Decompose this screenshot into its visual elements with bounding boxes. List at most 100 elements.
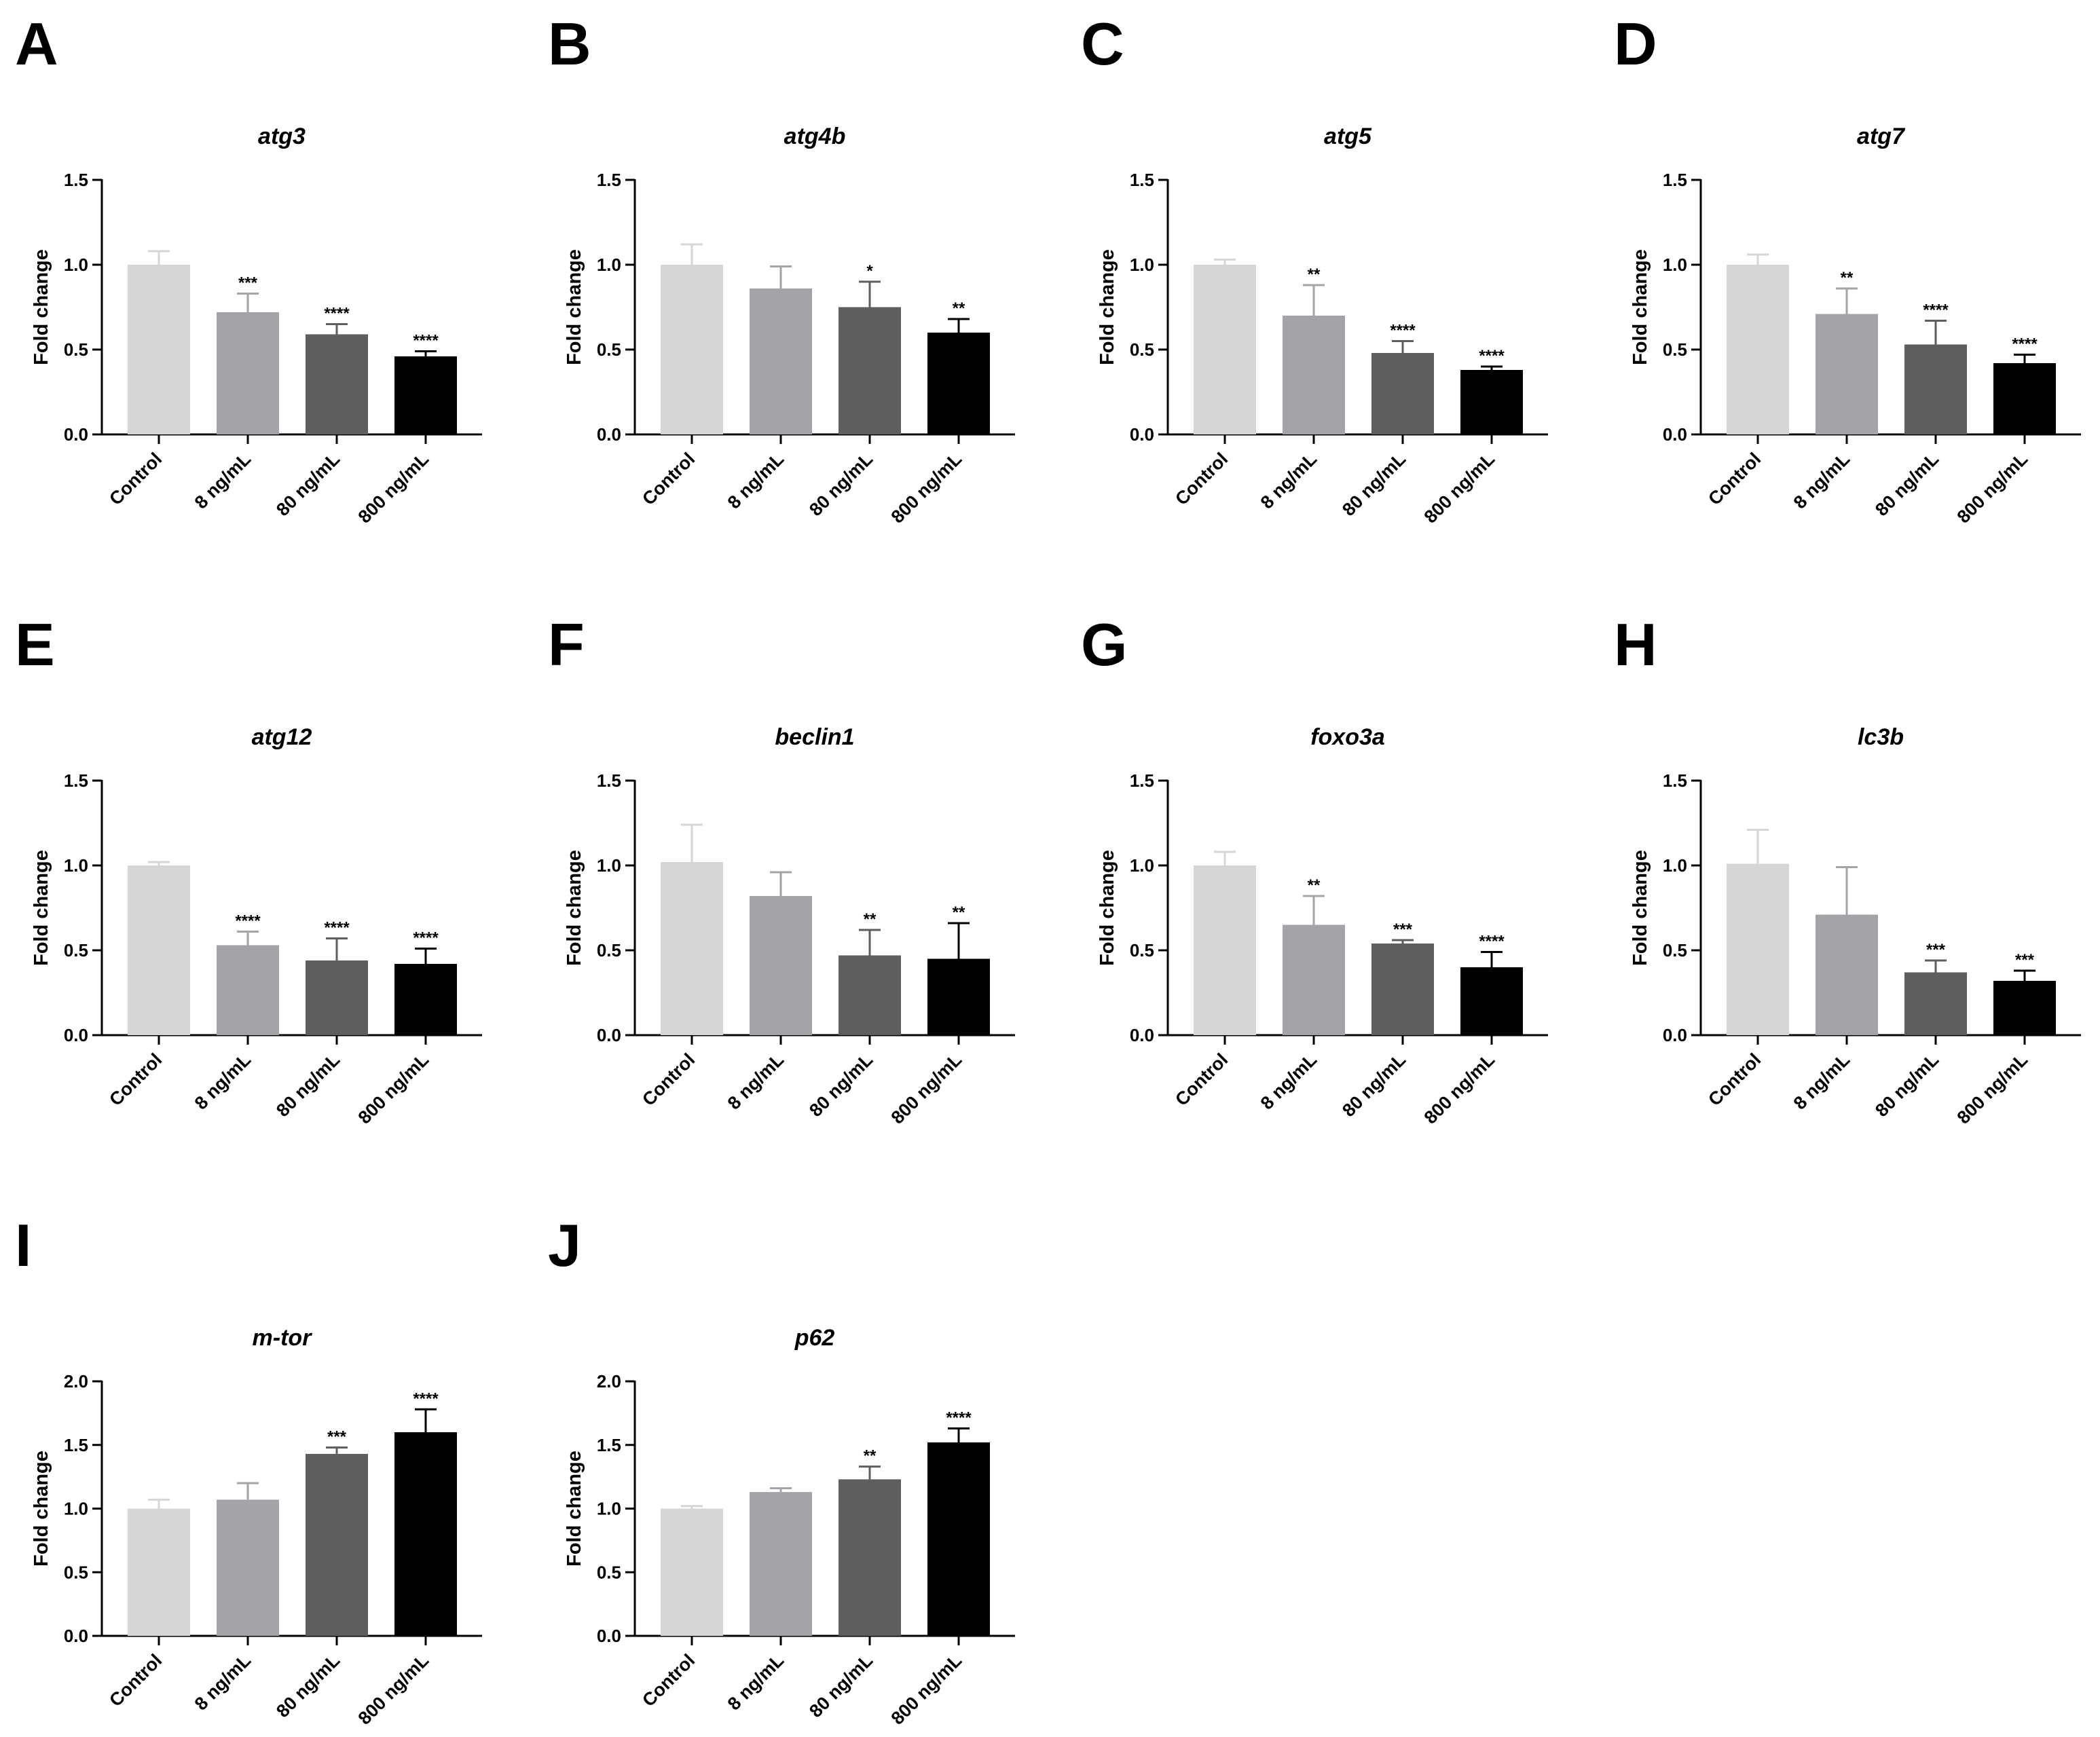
chart-title: lc3b <box>1858 724 1904 750</box>
y-axis-label: Fold change <box>1629 850 1651 966</box>
bar-c-1 <box>1194 265 1256 434</box>
y-tick-label: 1.0 <box>1130 255 1154 275</box>
x-tick-label: 800 ng/mL <box>887 1650 966 1729</box>
x-tick-label: 8 ng/mL <box>724 449 788 512</box>
bar-f-4 <box>927 958 990 1035</box>
y-axis-label: Fold change <box>1629 249 1651 365</box>
bar-i-4 <box>394 1432 457 1636</box>
panel-letter: A <box>15 10 58 77</box>
bar-h-3 <box>1904 972 1967 1035</box>
panel-letter: I <box>15 1212 31 1279</box>
chart-title: atg5 <box>1324 124 1372 149</box>
x-tick-label: 8 ng/mL <box>191 1049 255 1113</box>
x-tick-label: 80 ng/mL <box>272 1049 344 1121</box>
significance-label: **** <box>946 1408 972 1427</box>
significance-label: ** <box>1841 269 1854 287</box>
significance-label: ** <box>864 1447 877 1465</box>
significance-label: **** <box>235 912 261 931</box>
chart-title: atg3 <box>258 124 306 149</box>
bar-i-1 <box>128 1508 190 1636</box>
significance-label: *** <box>1393 920 1413 939</box>
x-tick-label: 800 ng/mL <box>1420 1049 1499 1128</box>
y-axis-label: Fold change <box>31 850 52 966</box>
bar-i-2 <box>217 1499 279 1636</box>
y-tick-label: 0.5 <box>1663 940 1687 960</box>
bar-i-3 <box>306 1453 368 1636</box>
significance-label: **** <box>1923 301 1949 320</box>
y-tick-label: 1.0 <box>64 1499 88 1519</box>
significance-label: ** <box>1308 876 1321 895</box>
significance-label: **** <box>413 929 439 948</box>
y-axis-label: Fold change <box>31 1451 52 1567</box>
significance-label: *** <box>1926 941 1946 959</box>
y-tick-label: 0.0 <box>1130 1025 1154 1045</box>
y-tick-label: 1.0 <box>597 1499 621 1519</box>
bar-d-3 <box>1904 344 1967 434</box>
y-tick-label: 1.5 <box>64 170 88 190</box>
x-tick-label: 8 ng/mL <box>724 1049 788 1113</box>
panel-letter: F <box>548 611 585 678</box>
chart-title: m-tor <box>253 1325 313 1351</box>
bar-d-1 <box>1727 265 1789 434</box>
chart-title: beclin1 <box>775 724 854 750</box>
bar-a-1 <box>128 265 190 434</box>
bar-j-4 <box>927 1442 990 1636</box>
chart-title: atg7 <box>1857 124 1906 149</box>
y-tick-label: 1.0 <box>1663 855 1687 876</box>
x-tick-label: Control <box>638 1650 699 1711</box>
y-tick-label: 1.5 <box>64 770 88 791</box>
y-tick-label: 0.5 <box>64 1562 88 1582</box>
y-tick-label: 1.5 <box>1663 170 1687 190</box>
bar-j-3 <box>839 1479 901 1636</box>
y-tick-label: 0.0 <box>597 1626 621 1646</box>
y-tick-label: 1.0 <box>64 255 88 275</box>
significance-label: ** <box>953 903 965 922</box>
y-tick-label: 0.0 <box>597 1025 621 1045</box>
y-tick-label: 1.0 <box>1663 255 1687 275</box>
significance-label: ** <box>1308 265 1321 284</box>
x-tick-label: 800 ng/mL <box>1953 449 2032 527</box>
chart-title: p62 <box>794 1325 835 1351</box>
bar-j-1 <box>661 1508 723 1636</box>
x-tick-label: Control <box>105 1650 166 1711</box>
chart-panel-i: Im-tor Fold change 0.0 0.5 1.0 1.5 2.0 Control 8… <box>15 1212 482 1729</box>
y-axis-label: Fold change <box>564 850 585 966</box>
bar-g-3 <box>1371 944 1434 1035</box>
y-tick-label: 1.5 <box>597 170 621 190</box>
bar-e-3 <box>306 960 368 1035</box>
y-axis-label: Fold change <box>1097 850 1118 966</box>
significance-label: *** <box>327 1428 347 1446</box>
y-tick-label: 0.5 <box>64 940 88 960</box>
panel-letter: H <box>1614 611 1657 678</box>
x-tick-label: 800 ng/mL <box>1953 1049 2032 1128</box>
panel-letter: J <box>548 1212 581 1279</box>
bar-e-1 <box>128 865 190 1035</box>
y-tick-label: 0.5 <box>597 339 621 360</box>
x-tick-label: 800 ng/mL <box>1420 449 1499 527</box>
x-tick-label: 800 ng/mL <box>887 1049 966 1128</box>
x-tick-label: Control <box>105 1049 166 1110</box>
bar-a-2 <box>217 312 279 434</box>
bar-f-3 <box>839 955 901 1035</box>
x-tick-label: 800 ng/mL <box>354 1049 433 1128</box>
y-tick-label: 0.0 <box>64 1025 88 1045</box>
x-tick-label: 8 ng/mL <box>1257 1049 1321 1113</box>
bar-h-4 <box>1993 981 2056 1035</box>
y-tick-label: 0.5 <box>1130 339 1154 360</box>
y-tick-label: 1.5 <box>1130 770 1154 791</box>
x-tick-label: 8 ng/mL <box>1790 1049 1854 1113</box>
bar-e-4 <box>394 964 457 1035</box>
significance-label: *** <box>2015 951 2035 969</box>
y-tick-label: 1.0 <box>597 255 621 275</box>
y-tick-label: 0.0 <box>1130 424 1154 445</box>
bar-g-4 <box>1460 967 1523 1035</box>
x-tick-label: 80 ng/mL <box>272 1650 344 1721</box>
y-axis-label: Fold change <box>564 1451 585 1567</box>
significance-label: **** <box>1479 933 1505 951</box>
bar-g-1 <box>1194 865 1256 1035</box>
y-tick-label: 0.5 <box>597 940 621 960</box>
